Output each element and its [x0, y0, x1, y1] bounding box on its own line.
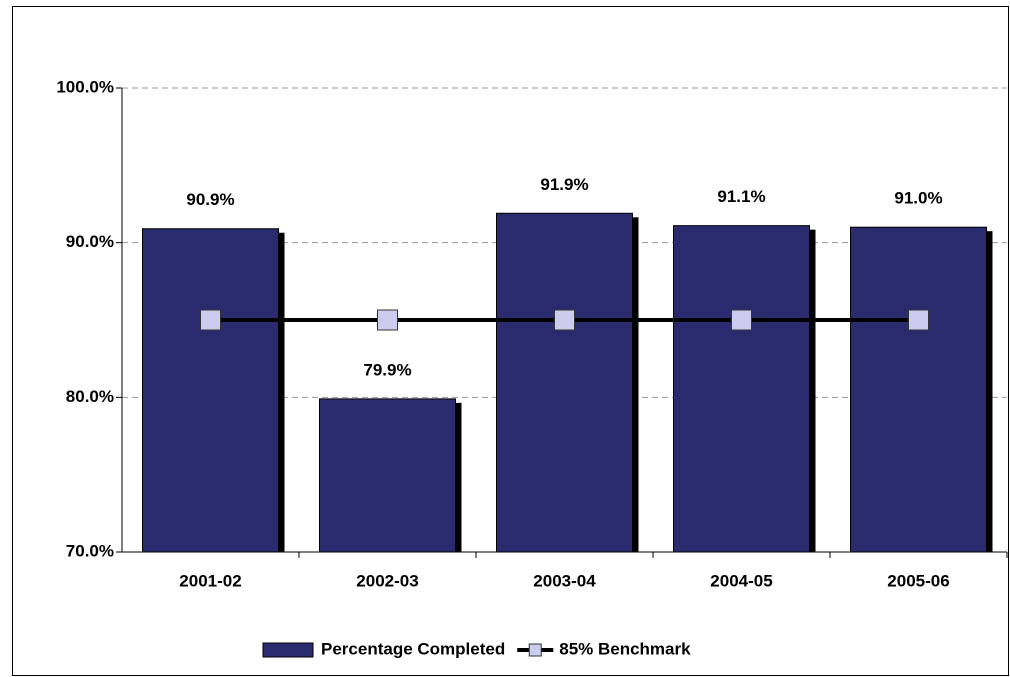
x-tick-label: 2002-03 — [356, 571, 418, 590]
x-tick-label: 2004-05 — [710, 571, 772, 590]
bar — [319, 398, 456, 553]
marker — [200, 309, 221, 331]
data-label: 91.1% — [717, 187, 765, 206]
marker — [377, 309, 398, 331]
data-label: 91.9% — [540, 175, 588, 194]
y-tick-label: 90.0% — [66, 232, 114, 251]
data-label: 91.0% — [894, 189, 942, 208]
bar — [673, 225, 810, 553]
legend-label: 85% Benchmark — [559, 639, 691, 658]
x-tick-label: 2005-06 — [887, 571, 949, 590]
bar — [850, 226, 987, 553]
bar — [496, 212, 633, 553]
marker — [554, 309, 575, 331]
legend-label: Percentage Completed — [321, 639, 505, 658]
y-tick-label: 100.0% — [56, 77, 114, 96]
data-label: 90.9% — [186, 190, 234, 209]
bar — [142, 228, 279, 553]
x-tick-label: 2001-02 — [179, 571, 241, 590]
data-label: 79.9% — [363, 360, 411, 379]
y-tick-label: 80.0% — [66, 387, 114, 406]
y-tick-label: 70.0% — [66, 541, 114, 560]
marker — [908, 309, 929, 331]
legend-marker — [528, 643, 542, 657]
legend-swatch — [262, 642, 314, 658]
marker — [731, 309, 752, 331]
x-tick-label: 2003-04 — [533, 571, 596, 590]
